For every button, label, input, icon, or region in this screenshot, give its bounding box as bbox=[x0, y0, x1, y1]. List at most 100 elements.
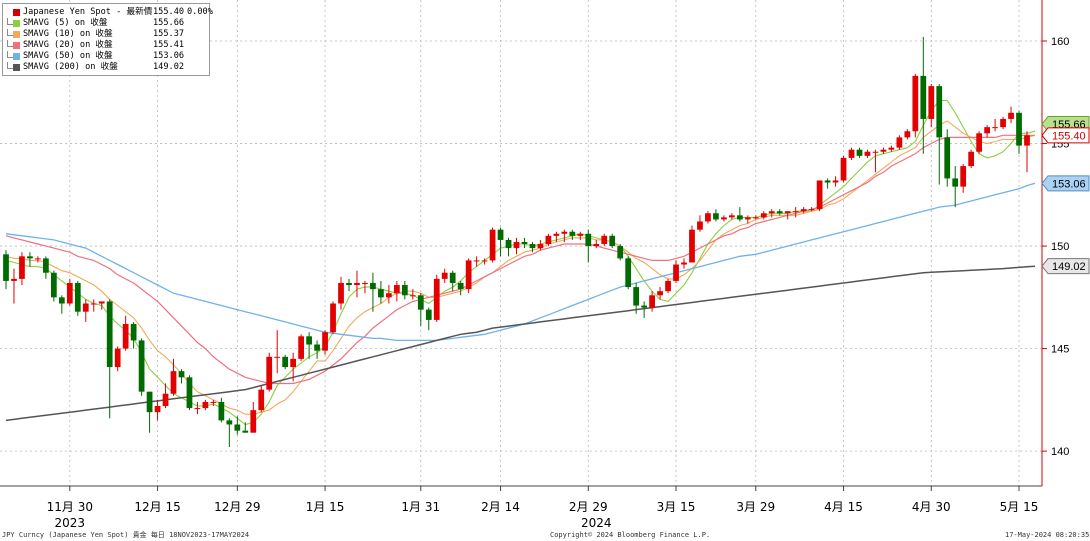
candle-body bbox=[370, 282, 376, 290]
candle-body bbox=[505, 239, 512, 249]
candle-body bbox=[338, 282, 344, 304]
candle-body bbox=[617, 246, 624, 259]
candle-body bbox=[441, 272, 448, 279]
candle-body bbox=[816, 180, 823, 210]
candle-body bbox=[298, 336, 305, 359]
candle-body bbox=[11, 278, 17, 281]
moving-average-lines bbox=[5, 99, 1036, 426]
candle-body bbox=[593, 244, 600, 247]
legend-tree-icon bbox=[7, 40, 13, 47]
candle-body bbox=[641, 305, 647, 308]
price-tag-box bbox=[1041, 175, 1090, 192]
candle-body bbox=[489, 229, 496, 261]
candle-body bbox=[346, 282, 352, 286]
candle-body bbox=[386, 293, 392, 298]
candle-body bbox=[736, 215, 743, 220]
candle-body bbox=[832, 180, 839, 183]
candle-body bbox=[378, 289, 384, 298]
sma-line-20 bbox=[5, 134, 1035, 385]
candle-body bbox=[3, 254, 9, 281]
legend-value: 149.02 bbox=[153, 62, 185, 72]
candle-body bbox=[1016, 112, 1022, 146]
legend-value: 153.06 bbox=[153, 51, 185, 61]
candle-body bbox=[721, 217, 727, 220]
candle-body bbox=[521, 241, 528, 245]
x-tick-label: 3月 15 bbox=[657, 500, 696, 514]
candle-body bbox=[880, 149, 887, 152]
legend-row-sma20: SMAVG (20) on 收盤 155.41 bbox=[3, 40, 209, 51]
candle-body bbox=[234, 424, 241, 431]
legend-label: SMAVG (10) on 收盤 bbox=[23, 29, 113, 39]
candle-body bbox=[529, 244, 536, 249]
footer-copyright: Copyright© 2024 Bloomberg Finance L.P. bbox=[550, 531, 711, 539]
candle-body bbox=[481, 260, 488, 262]
candle-body bbox=[952, 178, 959, 187]
candle-body bbox=[569, 231, 576, 236]
x-tick-label: 12月 15 bbox=[134, 500, 180, 514]
candle-body bbox=[122, 324, 129, 349]
candle-body bbox=[106, 301, 113, 368]
sma-line-10 bbox=[5, 120, 1036, 415]
candlesticks bbox=[3, 36, 1030, 448]
legend-tree-icon bbox=[7, 51, 13, 58]
candle-body bbox=[130, 324, 137, 341]
candle-body bbox=[409, 295, 416, 297]
candle-body bbox=[138, 340, 145, 392]
candle-body bbox=[354, 282, 360, 286]
y-tick-label: 160 bbox=[1051, 36, 1069, 48]
sma-line-200 bbox=[5, 265, 1036, 422]
sma-line-50 bbox=[5, 182, 1036, 342]
candle-body bbox=[58, 297, 65, 304]
candle-body bbox=[920, 75, 927, 119]
candle-body bbox=[497, 229, 504, 240]
legend-swatch-sma5 bbox=[13, 20, 20, 27]
candle-body bbox=[90, 303, 97, 305]
candle-body bbox=[242, 430, 249, 433]
candle-body bbox=[306, 336, 312, 345]
candle-body bbox=[513, 241, 520, 249]
candle-body bbox=[274, 356, 281, 358]
legend-label: SMAVG (5) on 收盤 bbox=[23, 18, 108, 28]
candle-body bbox=[66, 282, 73, 304]
candle-body bbox=[50, 272, 57, 298]
candle-body bbox=[960, 166, 967, 187]
candle-body bbox=[577, 233, 584, 236]
legend-value: 155.41 bbox=[153, 40, 185, 50]
candle-body bbox=[210, 401, 217, 403]
x-tick-label: 1月 15 bbox=[306, 500, 345, 514]
candle-body bbox=[601, 235, 608, 245]
legend-label: SMAVG (50) on 收盤 bbox=[23, 51, 113, 61]
candle-body bbox=[314, 344, 320, 351]
candle-body bbox=[465, 260, 472, 290]
legend-row-sma5: SMAVG (5) on 收盤 155.66 bbox=[3, 18, 209, 29]
candle-body bbox=[649, 295, 655, 308]
y-tick-label: 140 bbox=[1051, 446, 1069, 458]
candle-body bbox=[226, 420, 233, 425]
x-tick-label: 2月 14 bbox=[481, 500, 520, 514]
price-tag-sma200: 149.02 bbox=[1041, 258, 1090, 275]
candle-body bbox=[848, 149, 855, 158]
price-tag-box bbox=[1041, 258, 1090, 275]
legend-swatch-sma200 bbox=[13, 64, 20, 71]
candle-body bbox=[27, 256, 33, 259]
candle-body bbox=[609, 235, 616, 247]
candle-body bbox=[824, 180, 831, 183]
sma-line-5 bbox=[5, 99, 1036, 426]
candle-body bbox=[545, 235, 552, 245]
legend-row-sma10: SMAVG (10) on 收盤 155.37 bbox=[3, 29, 209, 40]
candle-body bbox=[864, 151, 871, 156]
candle-body bbox=[457, 282, 464, 290]
candle-body bbox=[984, 127, 990, 134]
candle-body bbox=[912, 75, 919, 132]
candle-body bbox=[633, 287, 640, 306]
price-tag-last-price: 155.40 bbox=[1041, 127, 1090, 144]
footer-timestamp: 17-May-2024 08:20:35 bbox=[1005, 531, 1090, 539]
x-tick-label: 4月 15 bbox=[824, 500, 863, 514]
candle-body bbox=[43, 258, 49, 273]
candle-body bbox=[872, 151, 879, 153]
x-tick-label: 3月 29 bbox=[736, 500, 775, 514]
footer-ticker: JPY Curncy (Japanese Yen Spot) 貴金 每日 18N… bbox=[2, 531, 250, 539]
legend-swatch-spot bbox=[13, 9, 20, 16]
legend-swatch-sma10 bbox=[13, 31, 20, 38]
